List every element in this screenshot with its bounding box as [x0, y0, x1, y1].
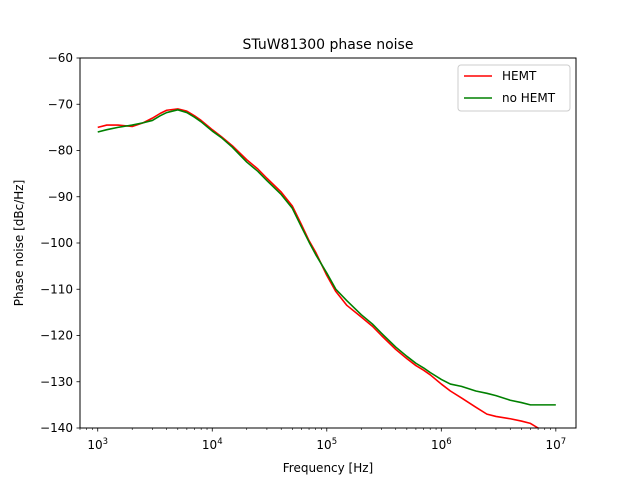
- x-tick-label: 106: [431, 437, 452, 452]
- y-tick-label: −130: [40, 375, 73, 389]
- y-tick-label: −100: [40, 236, 73, 250]
- series-layer: [97, 108, 556, 428]
- y-axis-label: Phase noise [dBc/Hz]: [12, 180, 26, 307]
- y-tick-label: −80: [48, 144, 73, 158]
- y-tick-label: −70: [48, 97, 73, 111]
- y-tick-label: −120: [40, 329, 73, 343]
- x-tick-label: 107: [545, 437, 566, 452]
- y-tick-label: −110: [40, 282, 73, 296]
- legend: HEMT no HEMT: [457, 64, 571, 112]
- y-axis: −60 −70 −80 −90 −100 −110 −120 −130 −140: [40, 51, 80, 435]
- legend-label: HEMT: [502, 69, 537, 83]
- y-tick-label: −60: [48, 51, 73, 65]
- chart-title: STuW81300 phase noise: [243, 37, 414, 53]
- x-tick-label: 103: [87, 437, 108, 452]
- series-line-no-hemt: [97, 109, 556, 406]
- x-axis-label: Frequency [Hz]: [283, 461, 374, 475]
- x-tick-label: 104: [202, 437, 223, 452]
- y-tick-label: −140: [40, 421, 73, 435]
- y-tick-label: −90: [48, 190, 73, 204]
- x-tick-label: 105: [316, 437, 337, 452]
- x-axis: 103 104 105 106 107: [79, 428, 566, 452]
- legend-label: no HEMT: [502, 91, 556, 105]
